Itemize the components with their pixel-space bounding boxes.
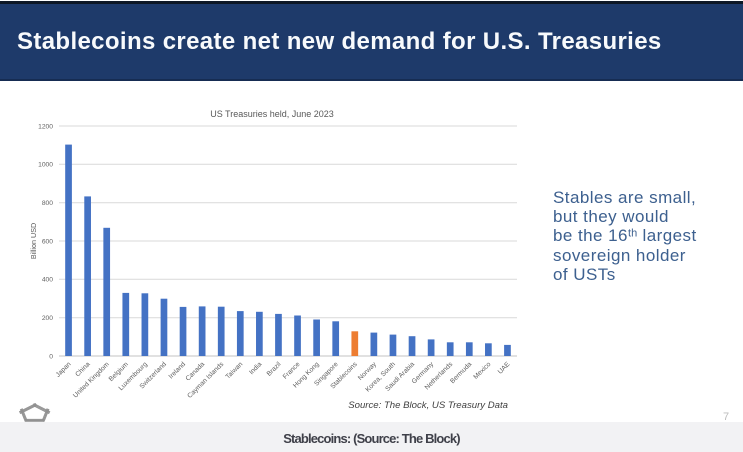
svg-text:Source: The Block, US Treasury: Source: The Block, US Treasury Data — [348, 400, 508, 411]
svg-text:1000: 1000 — [38, 162, 53, 169]
svg-text:Cayman Islands: Cayman Islands — [186, 361, 225, 400]
svg-text:United Kingdom: United Kingdom — [72, 361, 111, 400]
svg-text:Mexico: Mexico — [472, 361, 492, 381]
svg-text:Brazil: Brazil — [266, 361, 283, 378]
svg-text:China: China — [74, 361, 92, 379]
svg-text:1200: 1200 — [38, 123, 53, 130]
svg-text:800: 800 — [42, 200, 53, 207]
svg-text:Bermuda: Bermuda — [449, 361, 473, 385]
svg-text:Japan: Japan — [55, 361, 73, 379]
svg-text:Taiwan: Taiwan — [225, 361, 245, 381]
svg-text:US Treasuries held, June 2023: US Treasuries held, June 2023 — [210, 109, 334, 119]
svg-text:India: India — [248, 361, 263, 376]
svg-text:200: 200 — [42, 315, 53, 322]
svg-text:Billion USD: Billion USD — [29, 223, 38, 259]
svg-text:UAE: UAE — [497, 361, 512, 376]
svg-text:600: 600 — [42, 238, 53, 245]
svg-text:0: 0 — [49, 353, 53, 360]
svg-text:400: 400 — [42, 277, 53, 284]
